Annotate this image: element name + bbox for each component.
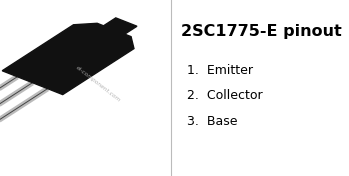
Text: 2SC1775-E pinout: 2SC1775-E pinout <box>181 24 342 39</box>
Polygon shape <box>104 18 137 34</box>
Text: 1.  Emitter: 1. Emitter <box>187 64 253 77</box>
Text: 3.  Base: 3. Base <box>187 115 237 128</box>
Polygon shape <box>2 23 134 95</box>
Text: el-component.com: el-component.com <box>74 65 121 103</box>
Text: 2.  Collector: 2. Collector <box>187 89 262 102</box>
